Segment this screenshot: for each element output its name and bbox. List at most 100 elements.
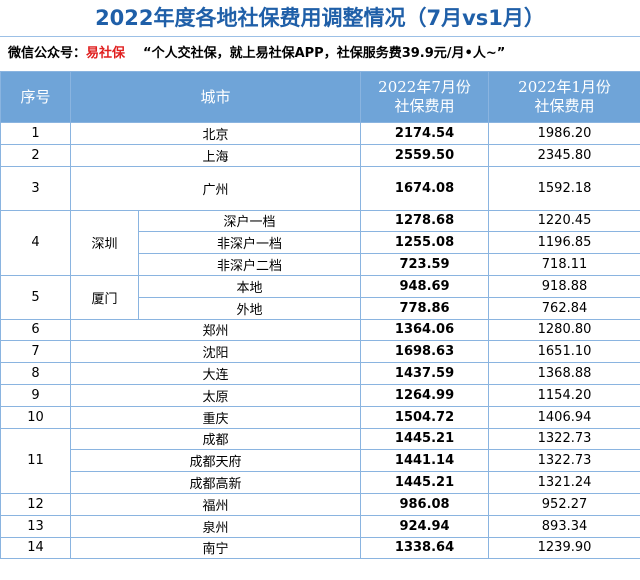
district: 本地 [137, 274, 362, 298]
row-number: 8 [0, 362, 71, 385]
slogan: “个人交社保，就上易社保APP，社保服务费39.9元/月•人~” [143, 46, 506, 61]
july-fee: 924.94 [360, 514, 490, 538]
january-fee: 952.27 [488, 492, 640, 516]
july-fee: 1445.21 [360, 427, 490, 451]
january-fee: 1592.18 [488, 165, 640, 211]
fee-table: 序号城市2022年7月份社保费用2022年1月份社保费用调整幅度 1北京2174… [0, 71, 640, 560]
subtitle-label: 微信公众号： [8, 46, 87, 61]
july-fee: 1445.21 [360, 471, 490, 494]
district: 非深户二档 [137, 253, 362, 276]
district: 外地 [137, 296, 362, 320]
row-number: 10 [0, 405, 71, 429]
row-number: 1 [0, 122, 71, 145]
january-fee: 1280.80 [488, 318, 640, 342]
july-fee: 1674.08 [360, 165, 490, 211]
city: 大连 [69, 362, 362, 385]
city: 成都天府 [69, 449, 362, 473]
city: 郑州 [69, 318, 362, 342]
january-fee: 1239.90 [488, 536, 640, 560]
row-number: 4 [0, 209, 71, 276]
row-number: 11 [0, 427, 71, 494]
city: 南宁 [69, 536, 362, 560]
january-fee: 1651.10 [488, 340, 640, 364]
january-fee: 1321.24 [488, 471, 640, 494]
district: 深户一档 [137, 209, 362, 233]
january-fee: 1406.94 [488, 405, 640, 429]
july-fee: 1504.72 [360, 405, 490, 429]
january-fee: 1196.85 [488, 231, 640, 255]
subtitle: 微信公众号：易社保 “个人交社保，就上易社保APP，社保服务费39.9元/月•人~… [0, 37, 640, 71]
header-text: 社保费用 [534, 97, 595, 115]
january-fee: 762.84 [488, 296, 640, 320]
city: 上海 [69, 143, 362, 167]
row-number: 7 [0, 340, 71, 364]
january-fee: 1322.73 [488, 427, 640, 451]
city: 沈阳 [69, 340, 362, 364]
header-text: 2022年1月份 [518, 78, 611, 96]
january-fee: 718.11 [488, 253, 640, 276]
january-fee: 1220.45 [488, 209, 640, 233]
city: 深圳 [70, 209, 139, 276]
row-number: 2 [0, 143, 71, 167]
july-fee: 948.69 [360, 274, 490, 298]
title: 2022年度各地社保费用调整情况（7月vs1月） [0, 0, 640, 37]
row-number: 6 [0, 318, 71, 342]
july-fee: 1441.14 [360, 449, 490, 473]
july-fee: 1278.68 [360, 209, 490, 233]
july-fee: 1698.63 [360, 340, 490, 364]
district: 非深户一档 [137, 231, 362, 255]
row-number: 9 [0, 383, 71, 407]
january-fee: 2345.80 [488, 143, 640, 167]
july-fee: 723.59 [360, 253, 490, 276]
row-number: 3 [0, 165, 71, 211]
july-fee: 1364.06 [360, 318, 490, 342]
july-fee: 1264.99 [360, 383, 490, 407]
header-cell: 2022年1月份 社保费用 [488, 71, 640, 123]
january-fee: 1986.20 [488, 122, 640, 145]
header-text: 2022年7月份 [378, 78, 471, 96]
header-text: 序号 [20, 87, 51, 106]
july-fee: 1437.59 [360, 362, 490, 385]
header-text: 城市 [200, 87, 231, 106]
january-fee: 1154.20 [488, 383, 640, 407]
header-cell: 序号 [0, 71, 71, 123]
city: 太原 [69, 383, 362, 407]
july-fee: 1338.64 [360, 536, 490, 560]
header-text: 社保费用 [394, 97, 455, 115]
july-fee: 2174.54 [360, 122, 490, 145]
header-row: 序号城市2022年7月份社保费用2022年1月份社保费用调整幅度 [0, 71, 640, 123]
city: 成都高新 [69, 471, 362, 494]
january-fee: 1368.88 [488, 362, 640, 385]
city: 广州 [69, 165, 362, 211]
row-number: 12 [0, 492, 71, 516]
july-fee: 2559.50 [360, 143, 490, 167]
city: 泉州 [69, 514, 362, 538]
july-fee: 1255.08 [360, 231, 490, 255]
july-fee: 778.86 [360, 296, 490, 320]
header-cell: 2022年7月份 社保费用 [360, 71, 490, 123]
city: 重庆 [69, 405, 362, 429]
row-number: 13 [0, 514, 71, 538]
city: 北京 [69, 122, 362, 145]
header-cell: 城市 [69, 71, 362, 123]
city: 福州 [69, 492, 362, 516]
row-number: 5 [0, 274, 71, 320]
